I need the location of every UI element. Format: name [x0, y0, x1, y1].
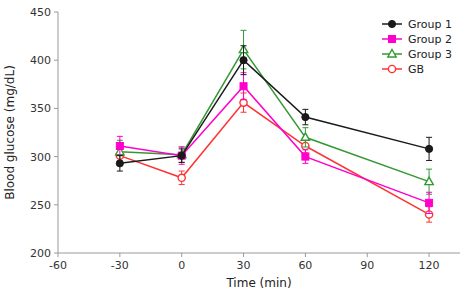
legend-label: GB	[408, 63, 424, 76]
data-point	[302, 153, 309, 160]
y-tick	[54, 60, 58, 61]
data-point	[116, 142, 123, 149]
y-tick-label: 250	[30, 199, 51, 212]
legend-label: Group 1	[408, 18, 452, 31]
x-tick-label: -30	[111, 259, 129, 272]
legend-label: Group 2	[408, 33, 452, 46]
error-bar	[302, 150, 308, 163]
data-point	[240, 57, 247, 64]
y-tick	[54, 156, 58, 157]
series-line	[120, 103, 429, 215]
series	[116, 30, 434, 194]
error-bar	[179, 171, 185, 184]
legend-marker	[388, 20, 395, 27]
y-tick-label: 350	[30, 102, 51, 115]
data-point	[178, 174, 185, 181]
y-tick	[54, 108, 58, 109]
data-point	[425, 145, 432, 152]
x-tick-label: 90	[360, 259, 374, 272]
chart: -60 -30 0 30 60 90 120 200 250 300 350 400 450 Time (…	[0, 0, 474, 295]
x-axis-line	[58, 253, 460, 254]
x-tick-label: 0	[178, 259, 185, 272]
error-bar	[117, 156, 123, 171]
data-point	[302, 113, 309, 120]
x-tick	[305, 253, 306, 257]
y-tick-label: 450	[30, 6, 51, 19]
series-line	[120, 50, 429, 182]
series	[116, 73, 432, 214]
error-bar	[426, 137, 432, 160]
data-point	[426, 199, 433, 206]
error-bar	[302, 109, 308, 124]
y-tick-label: 300	[30, 151, 51, 164]
x-tick	[243, 253, 244, 257]
data-point	[178, 152, 185, 159]
error-bar	[117, 136, 123, 155]
x-tick-label: 30	[237, 259, 251, 272]
y-tick-label: 400	[30, 54, 51, 67]
x-tick	[429, 253, 430, 257]
legend-marker	[388, 65, 395, 72]
error-bar	[179, 147, 185, 162]
background	[0, 0, 474, 295]
series-line	[120, 60, 429, 163]
error-bar	[426, 192, 432, 213]
data-point	[425, 177, 433, 185]
legend: Group 1 Group 2 Group 3 GB	[382, 18, 452, 76]
error-bar	[241, 73, 247, 100]
x-tick	[119, 253, 120, 257]
error-bar	[241, 46, 247, 75]
data-point	[116, 160, 123, 167]
x-tick-label: 60	[298, 259, 312, 272]
legend-marker	[388, 50, 396, 58]
data-point	[301, 133, 309, 141]
x-tick-label: -60	[49, 259, 67, 272]
y-tick-label: 200	[30, 247, 51, 260]
legend-marker	[389, 36, 396, 43]
error-bar	[179, 149, 185, 162]
y-axis-label: Blood glucose (mg/dL)	[3, 65, 17, 200]
data-point	[178, 152, 185, 159]
legend-label: Group 3	[408, 48, 452, 61]
y-tick	[54, 253, 58, 254]
x-tick	[367, 253, 368, 257]
series-line	[120, 86, 429, 203]
x-tick-label: 120	[419, 259, 440, 272]
plot-area	[116, 30, 434, 222]
y-axis-line	[58, 12, 59, 253]
y-tick	[54, 12, 58, 13]
x-tick	[58, 253, 59, 257]
series	[116, 46, 432, 171]
y-tick	[54, 204, 58, 205]
x-tick	[181, 253, 182, 257]
x-axis-label: Time (min)	[225, 276, 291, 290]
error-bar	[179, 147, 185, 164]
data-point	[240, 83, 247, 90]
